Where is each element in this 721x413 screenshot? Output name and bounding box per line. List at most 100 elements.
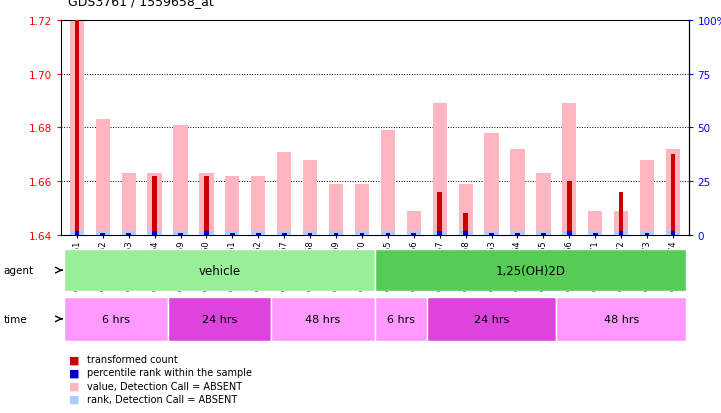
- Bar: [74, 231, 79, 235]
- Bar: [510, 150, 525, 235]
- Bar: [70, 231, 84, 235]
- Bar: [464, 214, 468, 235]
- Text: rank, Detection Call = ABSENT: rank, Detection Call = ABSENT: [87, 394, 236, 404]
- Text: 48 hrs: 48 hrs: [603, 314, 639, 324]
- Bar: [74, 15, 79, 235]
- Text: 48 hrs: 48 hrs: [306, 314, 341, 324]
- Bar: [271, 297, 375, 341]
- Bar: [303, 160, 317, 235]
- Bar: [666, 150, 680, 235]
- Bar: [438, 192, 442, 235]
- Bar: [541, 233, 546, 235]
- Bar: [490, 233, 494, 235]
- Bar: [282, 233, 286, 235]
- Bar: [536, 174, 551, 235]
- Bar: [251, 231, 265, 235]
- Bar: [96, 120, 110, 235]
- Bar: [96, 231, 110, 235]
- Bar: [671, 231, 676, 235]
- Bar: [173, 126, 187, 235]
- Bar: [256, 233, 260, 235]
- Text: 1,25(OH)2D: 1,25(OH)2D: [495, 264, 565, 277]
- Bar: [308, 233, 312, 235]
- Text: GDS3761 / 1559658_at: GDS3761 / 1559658_at: [68, 0, 214, 8]
- Bar: [152, 231, 157, 235]
- Bar: [225, 176, 239, 235]
- Bar: [427, 297, 557, 341]
- Bar: [433, 104, 447, 235]
- Bar: [199, 174, 213, 235]
- Bar: [70, 15, 84, 235]
- Bar: [640, 231, 654, 235]
- Bar: [100, 233, 105, 235]
- Bar: [666, 231, 680, 235]
- Bar: [230, 233, 235, 235]
- Bar: [562, 104, 577, 235]
- Bar: [459, 185, 473, 235]
- Text: ■: ■: [68, 394, 79, 404]
- Bar: [562, 231, 577, 235]
- Bar: [355, 185, 369, 235]
- Bar: [122, 174, 136, 235]
- Bar: [360, 233, 364, 235]
- Bar: [619, 231, 624, 235]
- Bar: [64, 250, 375, 291]
- Bar: [199, 231, 213, 235]
- Text: ■: ■: [68, 368, 79, 377]
- Bar: [588, 211, 602, 235]
- Bar: [407, 231, 421, 235]
- Bar: [386, 233, 390, 235]
- Bar: [412, 233, 416, 235]
- Bar: [485, 231, 499, 235]
- Bar: [381, 131, 395, 235]
- Bar: [619, 192, 624, 235]
- Bar: [360, 233, 364, 235]
- Bar: [557, 297, 686, 341]
- Bar: [100, 233, 105, 235]
- Bar: [485, 133, 499, 235]
- Text: 24 hrs: 24 hrs: [202, 314, 237, 324]
- Text: vehicle: vehicle: [198, 264, 241, 277]
- Bar: [173, 231, 187, 235]
- Bar: [308, 233, 312, 235]
- Bar: [645, 233, 650, 235]
- Bar: [204, 176, 209, 235]
- Bar: [567, 182, 572, 235]
- Bar: [541, 233, 546, 235]
- Bar: [375, 250, 686, 291]
- Bar: [381, 231, 395, 235]
- Bar: [375, 297, 427, 341]
- Bar: [671, 155, 676, 235]
- Bar: [386, 233, 390, 235]
- Bar: [126, 233, 131, 235]
- Bar: [178, 233, 183, 235]
- Bar: [567, 231, 572, 235]
- Bar: [593, 233, 598, 235]
- Bar: [167, 297, 271, 341]
- Text: 6 hrs: 6 hrs: [387, 314, 415, 324]
- Text: transformed count: transformed count: [87, 354, 177, 364]
- Bar: [510, 231, 525, 235]
- Bar: [515, 233, 520, 235]
- Bar: [459, 231, 473, 235]
- Text: ■: ■: [68, 354, 79, 364]
- Text: 6 hrs: 6 hrs: [102, 314, 130, 324]
- Bar: [178, 233, 183, 235]
- Bar: [614, 231, 628, 235]
- Bar: [152, 176, 157, 235]
- Bar: [645, 233, 650, 235]
- Bar: [515, 233, 520, 235]
- Bar: [640, 160, 654, 235]
- Bar: [64, 297, 167, 341]
- Bar: [614, 211, 628, 235]
- Bar: [225, 231, 239, 235]
- Bar: [490, 233, 494, 235]
- Bar: [536, 231, 551, 235]
- Bar: [329, 185, 343, 235]
- Bar: [230, 233, 235, 235]
- Text: 24 hrs: 24 hrs: [474, 314, 509, 324]
- Bar: [329, 231, 343, 235]
- Bar: [407, 211, 421, 235]
- Bar: [334, 233, 338, 235]
- Bar: [593, 233, 598, 235]
